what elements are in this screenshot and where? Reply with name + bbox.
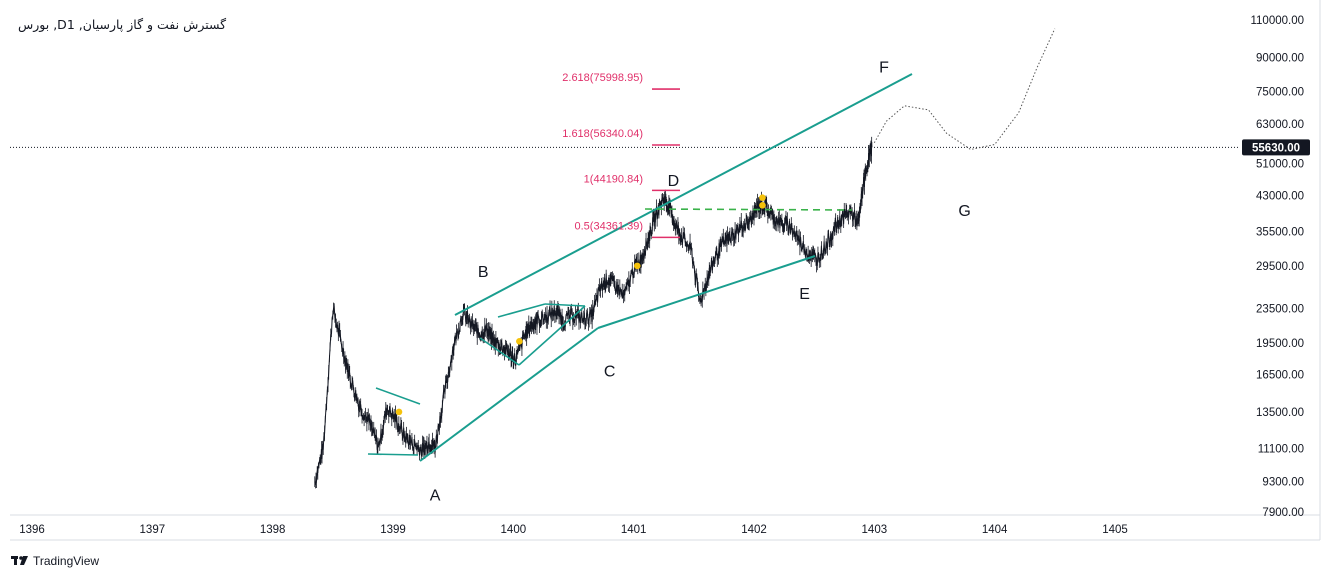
projection-path [873,28,1056,151]
flag-1-lower[interactable] [367,453,419,456]
price-tick-label: 7900.00 [1262,507,1304,519]
price-tick-label: 63000.00 [1256,119,1304,131]
price-tick-label: 75000.00 [1256,87,1304,99]
last-price-tag [1242,139,1310,156]
price-tick-label: 90000.00 [1256,52,1304,64]
wave-label-g: G [958,203,970,220]
price-tick-label: 16500.00 [1256,369,1304,381]
fib-level-label: 0.5(34361.39) [575,220,644,232]
event-marker [516,337,523,345]
resistance-line[interactable] [644,208,853,211]
brand-name: TradingView [33,554,99,568]
flag-2-rising[interactable] [518,305,586,366]
price-axis[interactable]: 110000.00 90000.00 75000.00 63000.00 51000.0… [1250,15,1304,519]
event-marker [633,262,641,270]
wave-label-e: E [799,286,810,303]
time-tick-label: 1397 [140,524,166,536]
chart-title: بورس ,Dگسترش نفت و گاز پارسیان, 1 [18,17,226,33]
time-tick-label: 1403 [862,524,888,536]
event-marker [759,201,766,209]
wave-label-c: C [604,364,616,381]
price-tick-label: 43000.00 [1256,190,1304,202]
wave-label-f: F [879,60,889,77]
trendline-a-c[interactable] [419,327,599,462]
time-tick-label: 1401 [621,524,647,536]
tradingview-logo: TradingView [11,554,99,568]
price-tick-label: 9300.00 [1262,477,1304,489]
price-tick-label: 35500.00 [1256,226,1304,238]
fib-level-label: 1(44190.84) [584,173,643,185]
event-marker [759,194,766,201]
time-tick-label: 1404 [982,524,1008,536]
flag-2-lower[interactable] [479,337,520,366]
flag-2-top[interactable] [544,303,586,307]
price-tick-label: 11100.00 [1258,443,1304,455]
wave-label-a: A [430,488,441,505]
time-tick-label: 1398 [260,524,286,536]
time-tick-label: 1400 [501,524,527,536]
wave-labels: A B C D E F G [430,60,971,505]
trendline-upper-channel[interactable] [454,73,913,316]
fib-level-label: 2.618(75998.95) [562,72,643,84]
time-tick-label: 1399 [380,524,406,536]
time-tick-label: 1396 [19,524,45,536]
flag-1-upper[interactable] [375,387,421,405]
time-axis[interactable]: 1396 1397 1398 1399 1400 1401 1402 1403 1404 1405 [19,524,1128,536]
price-tick-label: 23500.00 [1256,303,1304,315]
time-tick-label: 1405 [1102,524,1128,536]
price-line [314,141,873,485]
trendline-drawings[interactable] [367,73,913,462]
price-tick-label: 29500.00 [1256,261,1304,273]
wave-label-d: D [668,173,680,190]
time-tick-label: 1402 [741,524,767,536]
fibonacci-levels: 2.618(75998.95) 1.618(56340.04) 1(44190.84… [562,72,680,239]
event-markers [395,194,766,416]
price-tick-label: 13500.00 [1256,407,1304,419]
fib-level-label: 1.618(56340.04) [562,128,643,140]
wave-label-b: B [478,264,489,281]
price-series [314,136,873,489]
tradingview-icon [11,556,28,565]
flag-2-upper[interactable] [497,303,546,318]
trendline-c-e[interactable] [597,255,816,329]
price-tick-label: 19500.00 [1256,338,1304,350]
price-tick-label: 51000.00 [1256,159,1304,171]
price-tick-label: 110000.00 [1250,15,1304,27]
event-marker [395,408,403,416]
last-price-label: 55630.00 [1252,142,1300,154]
